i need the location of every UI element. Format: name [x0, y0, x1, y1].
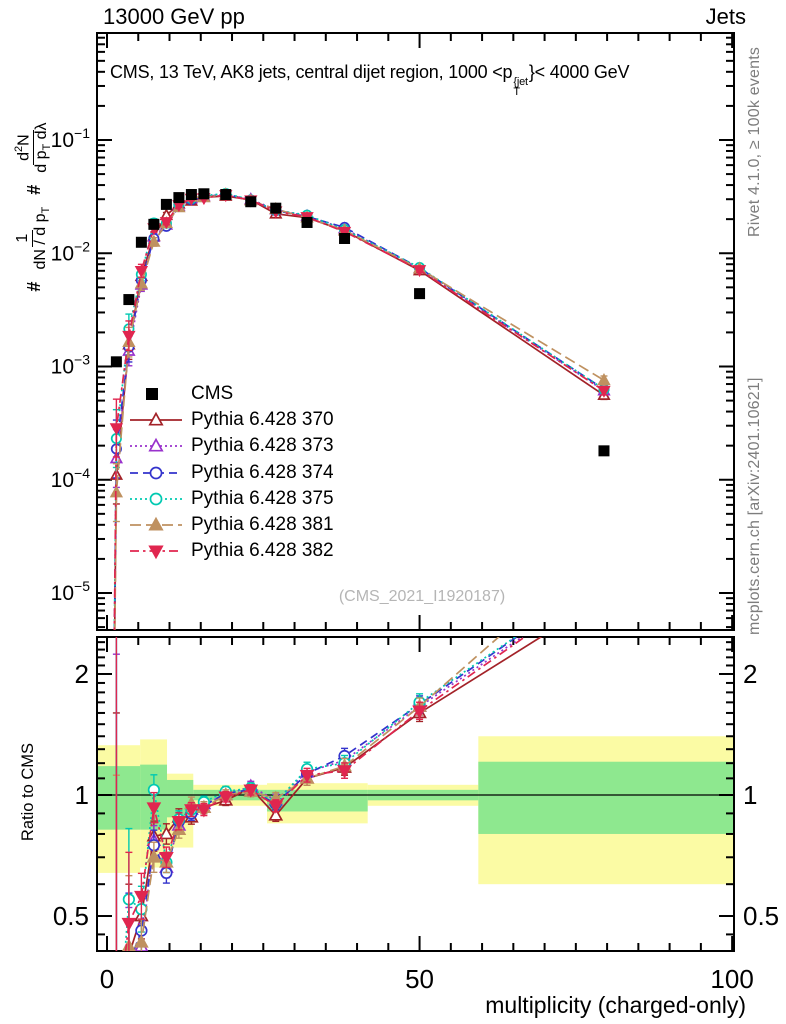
pythia-375-marker-icon	[130, 492, 182, 506]
svg-text:0: 0	[100, 964, 114, 994]
svg-text:10−4: 10−4	[51, 465, 91, 492]
series-main-Pythia-6-428-374	[110, 188, 610, 630]
svg-text:100: 100	[710, 964, 753, 994]
svg-text:10−5: 10−5	[51, 578, 91, 605]
legend: CMS Pythia 6.428 370 Pythia 6.428 373 Py…	[128, 381, 334, 564]
svg-text:50: 50	[405, 964, 434, 994]
legend-item-pythia-373: Pythia 6.428 373	[128, 433, 334, 459]
svg-text:1: 1	[75, 780, 89, 810]
pythia-374-marker-icon	[130, 466, 182, 480]
series-main-Pythia-6-428-373	[109, 187, 611, 630]
pythia-381-marker-icon	[130, 516, 182, 531]
fraction-one-over-dndpt: 1 dN / d pT	[14, 206, 53, 270]
beam-energy-label: 13000 GeV pp	[103, 4, 245, 29]
svg-text:0.5: 0.5	[743, 901, 779, 931]
ratio-y-axis-title: Ratio to CMS	[19, 742, 37, 842]
series-ratio-Pythia-6-428-382	[115, 637, 527, 951]
pt-jet-scripts: {jet T	[513, 76, 528, 98]
legend-item-pythia-382: Pythia 6.428 382	[128, 538, 334, 564]
pythia-370-marker-icon	[130, 412, 182, 426]
svg-text:1: 1	[743, 780, 757, 810]
svg-text:2: 2	[75, 659, 89, 689]
pythia-382-marker-icon	[130, 545, 182, 560]
series-main-Pythia-6-428-375	[110, 187, 610, 630]
main-panel-frame	[96, 32, 735, 631]
axis-ticks	[97, 33, 734, 951]
legend-item-pythia-381: Pythia 6.428 381	[128, 512, 334, 538]
svg-text:0.5: 0.5	[53, 901, 89, 931]
x-axis-title: multiplicity (charged-only)	[485, 992, 746, 1018]
analysis-group-label: Jets	[705, 4, 746, 29]
fraction-d2n-dptdlambda: d2N d pT dλ	[13, 122, 54, 173]
svg-text:2: 2	[743, 659, 757, 689]
analysis-id-watermark: (CMS_2021_I1920187)	[338, 588, 506, 605]
pythia-373-marker-icon	[130, 438, 182, 452]
series-main-Pythia-6-428-381	[109, 187, 611, 630]
plot-title: CMS, 13 TeV, AK8 jets, central dijet reg…	[110, 62, 630, 98]
cms-data-points	[110, 188, 610, 457]
series-main-Pythia-6-428-370	[109, 188, 611, 630]
cms-marker-icon	[146, 388, 158, 401]
legend-item-cms: CMS	[128, 381, 334, 407]
ratio-panel-frame	[96, 636, 735, 952]
mcplots-arxiv-note: mcplots.cern.ch [arXiv:2401.10621]	[746, 377, 763, 635]
legend-item-pythia-374: Pythia 6.428 374	[128, 460, 334, 486]
rivet-version-note: Rivet 4.1.0, ≥ 100k events	[746, 46, 763, 238]
series-main-Pythia-6-428-382	[109, 190, 611, 630]
legend-item-pythia-375: Pythia 6.428 375	[128, 486, 334, 512]
main-y-axis-title: # 1 dN / d pT # d2N d pT dλ	[6, 35, 62, 375]
legend-item-pythia-370: Pythia 6.428 370	[128, 407, 334, 433]
